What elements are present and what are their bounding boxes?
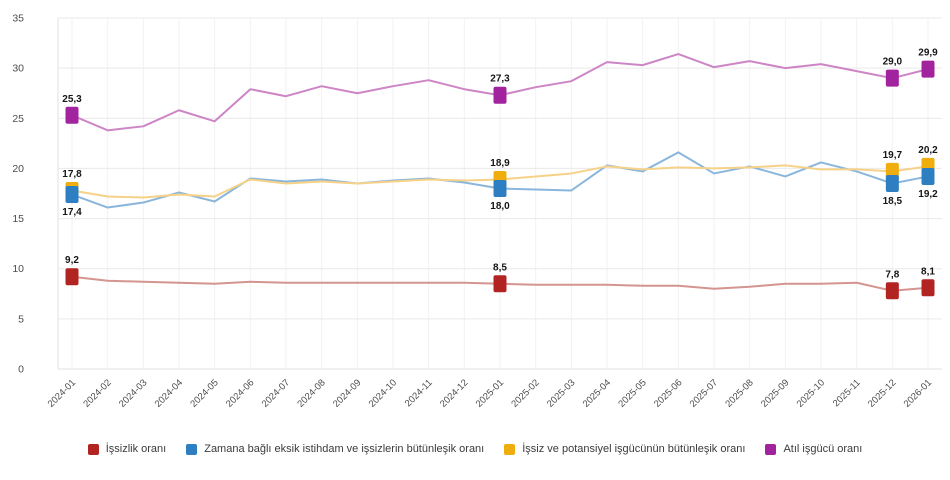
legend-swatch-icon (186, 443, 198, 455)
x-axis-tick-label: 2024-07 (260, 377, 292, 409)
legend-item-0: İşsizlik oranı (87, 443, 167, 455)
x-axis-tick-label: 2025-03 (545, 377, 577, 409)
y-axis-tick-label: 15 (12, 213, 24, 225)
y-axis-tick-label: 5 (18, 313, 24, 325)
point-value-label: 9,2 (65, 255, 79, 266)
point-value-label: 17,8 (62, 169, 82, 180)
x-axis-tick-label: 2025-11 (831, 377, 863, 409)
series-point-marker (885, 69, 899, 87)
point-value-label: 20,2 (918, 145, 938, 156)
legend-swatch-icon (504, 443, 516, 455)
series-point-marker (493, 275, 507, 293)
series-point-marker (921, 279, 935, 297)
x-axis-tick-label: 2025-02 (509, 377, 541, 409)
point-value-label: 25,3 (62, 94, 82, 105)
point-value-label: 18,0 (490, 201, 510, 212)
point-value-label: 7,8 (885, 269, 899, 280)
series-point-marker (65, 106, 79, 124)
legend-item-2: İşsiz ve potansiyel işgücünün bütünleşik… (504, 443, 745, 455)
legend-label: İşsiz ve potansiyel işgücünün bütünleşik… (522, 443, 746, 455)
y-axis-tick-label: 35 (12, 13, 24, 25)
point-value-label: 8,1 (921, 266, 935, 277)
point-value-label: 19,7 (883, 150, 903, 161)
x-axis-tick-label: 2024-05 (188, 377, 220, 409)
x-axis-tick-label: 2024-02 (81, 377, 113, 409)
legend-label: Atıl işgücü oranı (783, 443, 863, 455)
x-axis-tick-label: 2024-01 (46, 377, 78, 409)
series-point-marker (65, 268, 79, 286)
x-axis-tick-label: 2025-10 (795, 377, 827, 409)
x-axis-tick-label: 2025-06 (652, 377, 684, 409)
series-point-marker (885, 174, 899, 192)
point-value-label: 17,4 (62, 207, 82, 218)
x-axis-tick-label: 2024-08 (295, 377, 327, 409)
legend-swatch-icon (87, 443, 99, 455)
x-axis-tick-label: 2024-10 (367, 377, 399, 409)
x-axis-tick-label: 2025-08 (723, 377, 755, 409)
point-value-label: 18,9 (490, 158, 510, 169)
x-axis-tick-label: 2025-09 (759, 377, 791, 409)
x-axis-tick-label: 2024-04 (153, 377, 185, 409)
x-axis-tick-label: 2024-11 (403, 377, 435, 409)
point-value-label: 27,3 (490, 74, 510, 85)
point-value-label: 19,2 (918, 189, 938, 200)
y-axis-tick-label: 25 (12, 113, 24, 125)
chart-legend: İşsizlik oranı Zamana bağlı eksik istihda… (0, 443, 950, 455)
x-axis-tick-label: 2025-04 (581, 377, 613, 409)
legend-item-3: Atıl işgücü oranı (765, 443, 862, 455)
series-point-marker (65, 186, 79, 204)
point-value-label: 18,5 (883, 196, 903, 207)
series-point-marker (493, 179, 507, 197)
x-axis-tick-label: 2024-06 (224, 377, 256, 409)
legend-item-1: Zamana bağlı eksik istihdam ve işsizleri… (186, 443, 484, 455)
x-axis-tick-label: 2024-12 (438, 377, 470, 409)
series-point-marker (885, 282, 899, 300)
y-axis-tick-label: 30 (12, 63, 24, 75)
x-axis-tick-label: 2025-12 (866, 377, 898, 409)
x-axis-tick-label: 2025-07 (688, 377, 720, 409)
series-point-marker (921, 60, 935, 78)
series-point-marker (493, 86, 507, 104)
x-axis-tick-label: 2024-03 (117, 377, 149, 409)
y-axis-tick-label: 20 (12, 163, 24, 175)
y-axis-tick-label: 0 (18, 364, 24, 376)
legend-label: Zamana bağlı eksik istihdam ve işsizleri… (204, 443, 485, 455)
x-axis-tick-label: 2025-05 (616, 377, 648, 409)
legend-label: İşsizlik oranı (105, 443, 167, 455)
point-value-label: 29,9 (918, 48, 938, 59)
x-axis-tick-label: 2024-09 (331, 377, 363, 409)
x-axis-tick-label: 2025-01 (474, 377, 506, 409)
y-axis-tick-label: 10 (12, 263, 24, 275)
point-value-label: 29,0 (883, 57, 903, 68)
series-point-marker (921, 167, 935, 185)
x-axis-tick-label: 2026-01 (902, 377, 934, 409)
legend-swatch-icon (765, 443, 777, 455)
point-value-label: 8,5 (493, 262, 507, 273)
